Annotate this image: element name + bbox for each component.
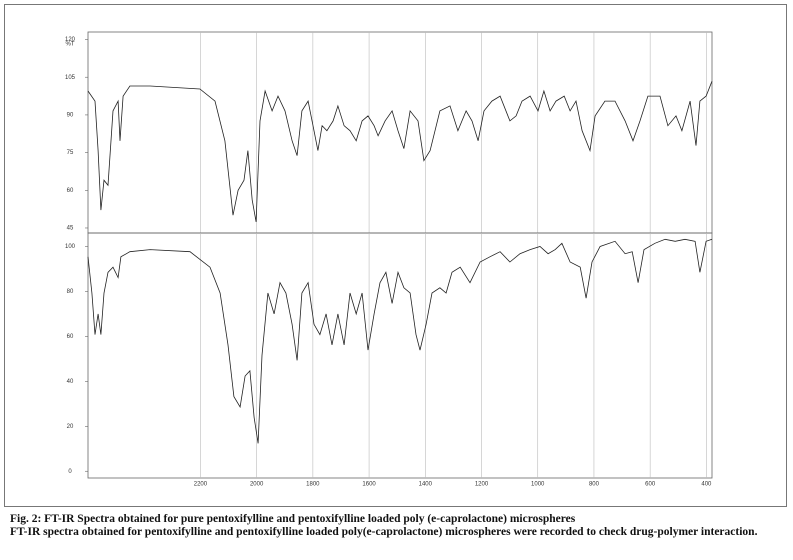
spectrum-line [87,81,713,222]
plot-area [87,232,713,479]
y-tick-label: 105 [65,75,76,81]
figure: 45 60 75 90 105 120%T 2200 2000 1800 1600 1400 1200… [65,31,713,488]
x-tick-label: 1200 [475,482,489,488]
y-tick-label: 120 [65,37,76,43]
x-tick-label: 600 [645,482,656,488]
figure-frame [4,4,787,507]
x-tick-label: 800 [589,482,600,488]
caption-description: FT-IR spectra obtained for pentoxifyllin… [10,526,758,538]
y-tick-label: 75 [67,150,74,156]
y-tick-label: 20 [67,424,74,430]
x-tick-label: 1000 [531,482,545,488]
y-tick-label: 80 [67,289,74,295]
y-tick-label: 90 [67,112,74,118]
x-tick-label: 1600 [362,482,376,488]
x-tick-label: 1400 [419,482,433,488]
y-tick-label: 100 [65,244,76,250]
plot-area [87,31,713,234]
x-tick-label: 400 [701,482,712,488]
x-tick-label: 1800 [306,482,320,488]
y-tick-label: 60 [67,188,74,194]
x-tick-label: 2000 [250,482,264,488]
caption-title: Fig. 2: FT-IR Spectra obtained for pure … [10,513,576,525]
y-tick-label: 40 [67,379,74,385]
y-axis-label: %T [66,42,75,48]
y-tick-label: 0 [68,469,72,475]
y-tick-label: 45 [67,226,74,232]
x-tick-label: 2200 [194,482,208,488]
caption: Fig. 2: FT-IR Spectra obtained for pure … [10,513,785,539]
spectrum-line [87,238,713,444]
y-tick-label: 60 [67,334,74,340]
